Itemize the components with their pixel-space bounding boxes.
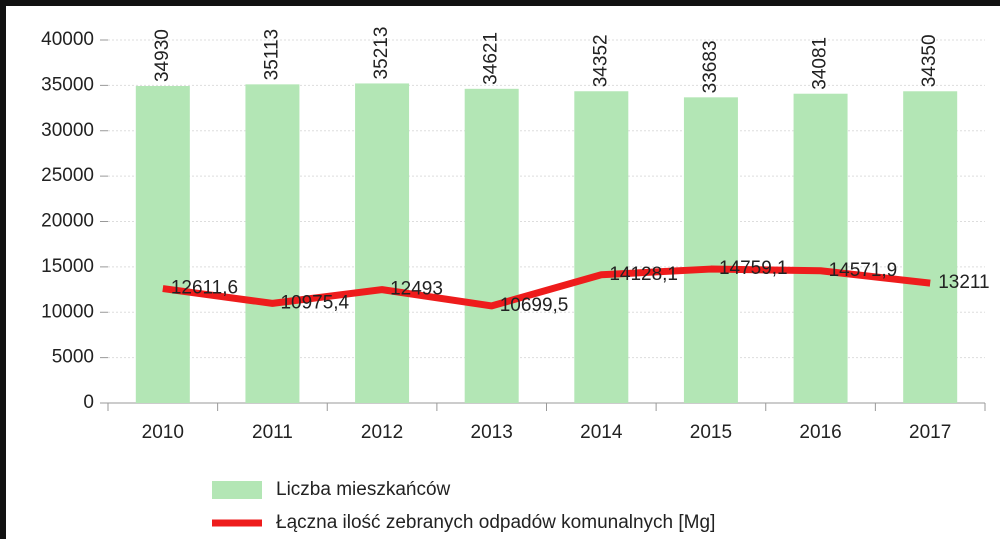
bar [135, 86, 190, 403]
line-value-label: 12493 [390, 279, 443, 300]
x-tick-label: 2010 [142, 422, 184, 443]
y-tick-label: 20000 [41, 211, 94, 232]
line-value-label: 12611,6 [171, 278, 238, 299]
line-value-label: 13211 [938, 272, 989, 293]
bar-value-label: 34352 [590, 34, 611, 87]
line-value-label: 14128,1 [609, 264, 678, 285]
frame-left [0, 0, 6, 539]
line-value-label: 14571,9 [829, 260, 898, 281]
y-tick-label: 0 [83, 392, 94, 413]
bar [574, 91, 629, 403]
bar [245, 84, 300, 404]
y-tick-label: 35000 [41, 74, 94, 95]
y-tick-label: 15000 [41, 256, 94, 277]
x-tick-label: 2012 [361, 422, 403, 443]
bar-value-label: 34621 [481, 32, 502, 85]
x-tick-label: 2016 [799, 422, 841, 443]
bar [355, 83, 410, 404]
bar-value-label: 35113 [261, 29, 282, 80]
legend-swatch [212, 481, 262, 499]
x-tick-label: 2011 [252, 422, 293, 443]
plot: 0 5000 10000 15000 20000 25000 30000 35000 40000… [41, 27, 989, 533]
bar [903, 91, 958, 404]
legend-label: Liczba mieszkańców [276, 479, 451, 500]
bar-value-label: 33683 [700, 40, 721, 93]
bar-value-label: 35213 [371, 27, 392, 80]
y-tick-label: 10000 [41, 301, 94, 322]
bar-value-label: 34081 [810, 37, 831, 90]
line-value-label: 10975,4 [280, 292, 349, 313]
y-tick-label: 25000 [41, 165, 94, 186]
bar-value-label: 34350 [919, 34, 940, 87]
legend-label: Łączna ilość zebranych odpadów komunalny… [276, 512, 715, 533]
line-value-label: 10699,5 [500, 295, 569, 316]
y-tick-label: 5000 [52, 347, 94, 368]
line-value-label: 14759,1 [719, 258, 788, 279]
bar [793, 93, 848, 403]
y-tick-label: 30000 [41, 120, 94, 141]
bar-value-label: 34930 [152, 29, 173, 82]
x-tick-label: 2015 [690, 422, 732, 443]
x-tick-label: 2017 [909, 422, 951, 443]
x-tick-label: 2014 [580, 422, 623, 443]
frame-top [0, 0, 1000, 6]
line [162, 265, 931, 310]
bar [683, 97, 738, 403]
bar [464, 88, 519, 403]
y-tick-label: 40000 [41, 29, 94, 50]
x-tick-label: 2013 [471, 422, 513, 443]
